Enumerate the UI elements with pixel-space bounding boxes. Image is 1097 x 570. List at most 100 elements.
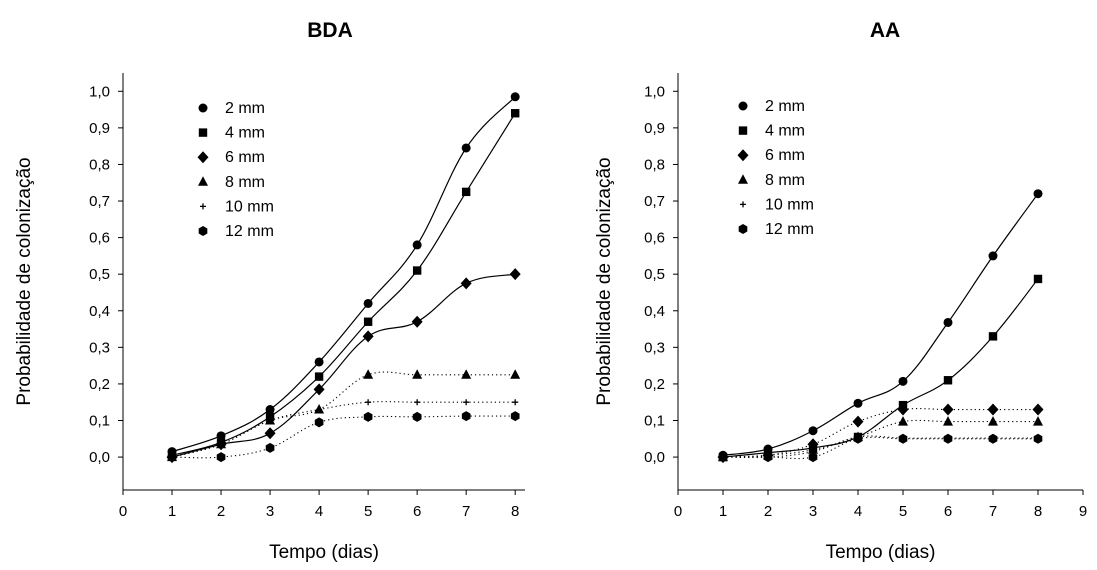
data-point-diamond <box>1032 403 1044 416</box>
data-point-square <box>461 187 471 197</box>
x-tick-label: 6 <box>413 503 421 520</box>
data-point-hexagon <box>943 433 953 444</box>
y-tick-label: 0,9 <box>89 120 110 137</box>
legend-marker-plus <box>740 201 746 208</box>
series-line <box>171 273 516 458</box>
legend-label: 8 mm <box>765 172 805 189</box>
x-tick-label: 3 <box>266 503 274 520</box>
data-point-hexagon <box>216 452 226 463</box>
legend-label: 12 mm <box>765 221 814 238</box>
x-tick-label: 7 <box>989 503 997 520</box>
y-tick-label: 0,9 <box>644 120 665 137</box>
x-tick-label: 5 <box>899 503 907 520</box>
data-point-square <box>510 109 520 118</box>
data-point-hexagon <box>510 411 520 422</box>
legend-label: 2 mm <box>225 100 265 117</box>
y-tick-label: 0,8 <box>89 156 110 173</box>
series-2-mm <box>167 92 520 457</box>
legend-marker-square <box>198 128 208 137</box>
chart-title: BDA <box>307 19 353 42</box>
data-point-circle <box>808 426 818 436</box>
x-tick-label: 5 <box>364 503 372 520</box>
data-point-diamond <box>313 383 325 396</box>
legend-marker-triangle <box>738 174 748 184</box>
data-point-triangle <box>1033 416 1043 426</box>
y-tick-label: 1,0 <box>644 83 665 100</box>
y-axis-label: Probabilidade de colonização <box>14 157 35 405</box>
data-point-diamond <box>897 403 909 416</box>
chart-panel-bda: BDA 0,0 0,1 0,2 0,3 0,4 0,5 0,6 0,7 0,8 0,9 1,0 0 1 2 3… <box>14 19 525 563</box>
data-point-plus <box>414 399 421 406</box>
series-line <box>171 96 516 453</box>
data-point-hexagon <box>167 452 177 463</box>
data-point-diamond <box>362 330 374 343</box>
data-point-diamond <box>942 403 954 416</box>
data-point-triangle <box>943 416 953 426</box>
legend-label: 4 mm <box>225 125 265 142</box>
data-point-plus <box>316 406 323 413</box>
y-tick-label: 0,4 <box>89 303 110 320</box>
data-point-hexagon <box>461 411 471 422</box>
y-tick-label: 0,8 <box>644 156 665 173</box>
legend-marker-hexagon <box>198 226 208 236</box>
data-point-square <box>314 372 324 381</box>
y-tick-label: 0,2 <box>644 376 665 393</box>
data-point-hexagon <box>1033 433 1043 444</box>
legend-marker-square <box>738 126 748 135</box>
data-point-circle <box>1033 189 1043 199</box>
y-tick-label: 0,6 <box>644 230 665 247</box>
data-point-hexagon <box>314 417 324 428</box>
data-point-plus <box>267 417 274 424</box>
legend-marker-diamond <box>197 151 209 164</box>
x-tick-label: 1 <box>168 503 176 520</box>
y-tick-label: 0,1 <box>89 413 110 430</box>
chart-title: AA <box>870 19 900 42</box>
x-tick-label: 9 <box>1079 503 1087 520</box>
data-point-diamond <box>509 268 521 281</box>
data-point-square <box>988 332 998 341</box>
y-tick-label: 0,0 <box>644 449 665 466</box>
x-axis-label: Tempo (dias) <box>826 542 936 563</box>
data-point-plus <box>512 399 519 406</box>
data-point-hexagon <box>763 452 773 463</box>
y-tick-label: 0,5 <box>89 266 110 283</box>
series-12-mm <box>718 433 1043 463</box>
x-tick-label: 4 <box>315 503 323 520</box>
data-point-hexagon <box>363 411 373 422</box>
data-point-triangle <box>461 369 472 379</box>
legend-marker-triangle <box>198 176 208 186</box>
y-tick-label: 0,1 <box>644 413 665 430</box>
x-tick-label: 1 <box>719 503 727 520</box>
legend-label: 10 mm <box>225 198 274 215</box>
x-tick-label: 3 <box>809 503 817 520</box>
data-point-circle <box>898 376 908 386</box>
legend-marker-diamond <box>737 149 749 162</box>
data-point-circle <box>314 357 324 367</box>
x-tick-label: 8 <box>1034 503 1042 520</box>
legend-marker-hexagon <box>738 224 748 234</box>
data-point-circle <box>265 405 275 415</box>
data-point-square <box>363 317 373 326</box>
data-point-triangle <box>988 416 998 426</box>
y-tick-label: 0,7 <box>89 193 110 210</box>
data-point-hexagon <box>853 433 863 444</box>
legend-label: 10 mm <box>765 196 814 213</box>
chart-panel-aa: AA 0,0 0,1 0,2 0,3 0,4 0,5 0,6 0,7 0,8 0,9 1,0 0 1 2 3 4… <box>594 19 1087 563</box>
data-point-triangle <box>898 416 908 426</box>
y-tick-label: 0,7 <box>644 193 665 210</box>
data-point-hexagon <box>718 452 728 463</box>
data-point-circle <box>853 398 863 408</box>
legend-label: 8 mm <box>225 174 265 191</box>
legend-label: 2 mm <box>765 98 805 115</box>
y-tick-label: 1,0 <box>89 83 110 100</box>
data-point-circle <box>461 143 471 153</box>
series-12-mm <box>167 411 520 463</box>
x-tick-label: 2 <box>217 503 225 520</box>
legend-marker-circle <box>198 103 208 113</box>
series-line <box>722 278 1039 458</box>
y-tick-label: 0,4 <box>644 303 665 320</box>
legend-label: 6 mm <box>765 147 805 164</box>
legend-marker-circle <box>738 101 748 111</box>
legend-label: 12 mm <box>225 223 274 240</box>
y-tick-label: 0,3 <box>644 339 665 356</box>
